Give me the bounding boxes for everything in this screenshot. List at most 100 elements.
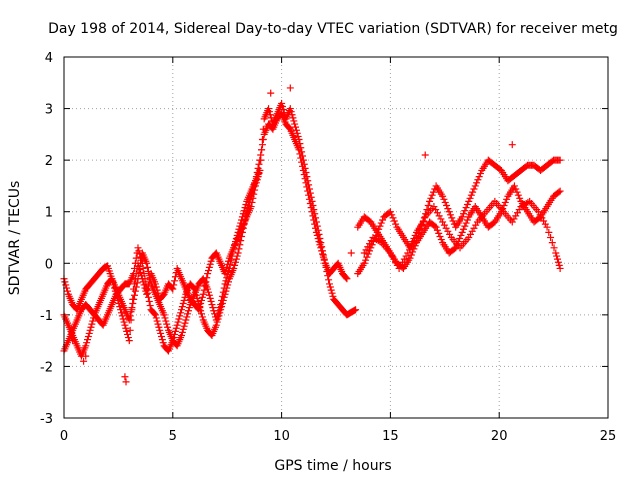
data-point-trace-c — [83, 339, 91, 347]
data-point-trace-a — [327, 286, 335, 294]
data-point-trace-b — [158, 336, 166, 344]
data-point-trace-e — [556, 187, 564, 195]
x-tick-label: 10 — [273, 429, 290, 444]
data-point-trace-c — [229, 248, 237, 256]
data-point-trace-c — [240, 207, 248, 215]
data-point-trace-b — [151, 310, 159, 318]
data-point-trace-d — [427, 194, 435, 202]
data-point-trace-b — [237, 237, 245, 245]
data-point-trace-f — [419, 217, 427, 225]
data-point-trace-a — [292, 126, 300, 134]
data-point-trace-b — [308, 208, 316, 216]
data-point-trace-d — [473, 179, 481, 187]
data-point-trace-b — [319, 250, 327, 258]
data-point-trace-a — [205, 263, 213, 271]
data-point-trace-d — [458, 213, 466, 221]
data-point-trace-e — [458, 228, 466, 236]
data-point-trace-b — [240, 220, 248, 228]
data-point-outliers — [82, 352, 90, 360]
data-point-trace-f — [437, 215, 445, 223]
data-point-trace-c — [205, 291, 213, 299]
data-point-trace-c — [179, 325, 187, 333]
y-tick-label: 1 — [45, 206, 53, 221]
data-point-trace-f — [416, 225, 424, 233]
data-point-trace-f — [418, 221, 426, 229]
data-point-trace-d — [426, 197, 434, 205]
data-point-trace-e — [503, 195, 511, 203]
data-point-trace-b — [174, 318, 182, 326]
data-point-trace-a — [290, 117, 298, 125]
data-point-trace-c — [178, 328, 186, 336]
data-point-trace-d — [449, 217, 457, 225]
data-point-trace-a — [266, 111, 274, 119]
data-point-trace-a — [287, 108, 295, 116]
data-point-trace-c — [225, 268, 233, 276]
data-point-trace-c — [89, 317, 97, 325]
data-point-trace-b — [177, 309, 185, 317]
data-point-trace-f — [468, 227, 476, 235]
data-point-trace-c — [125, 316, 133, 324]
data-point-trace-c — [217, 301, 225, 309]
data-point-trace-b — [144, 289, 152, 297]
x-axis-label: GPS time / hours — [274, 458, 391, 474]
data-point-trace-e — [512, 185, 520, 193]
data-point-trace-b — [258, 141, 266, 149]
data-point-trace-b — [304, 187, 312, 195]
data-point-trace-e — [433, 226, 441, 234]
data-point-trace-e — [510, 182, 518, 190]
data-point-trace-b — [231, 261, 239, 269]
data-point-trace-a — [289, 114, 297, 122]
y-tick-label: 4 — [45, 51, 53, 66]
data-point-trace-c — [132, 283, 140, 291]
data-point-trace-a — [204, 267, 212, 275]
data-point-trace-f — [510, 215, 518, 223]
data-point-trace-f — [444, 227, 452, 235]
data-point-trace-c — [224, 271, 232, 279]
data-point-trace-c — [218, 296, 226, 304]
data-point-trace-d — [390, 217, 398, 225]
data-point-trace-c — [216, 304, 224, 312]
data-point-trace-c — [185, 304, 193, 312]
data-point-trace-d — [376, 222, 384, 230]
data-point-trace-c — [223, 274, 231, 282]
x-tick-label: 25 — [600, 429, 617, 444]
data-point-trace-a — [198, 296, 206, 304]
data-point-trace-e — [501, 198, 509, 206]
data-point-trace-f — [556, 264, 564, 272]
data-point-trace-f — [414, 229, 422, 237]
data-point-trace-d — [362, 256, 370, 264]
data-point-trace-b — [157, 329, 165, 337]
data-point-trace-a — [117, 309, 125, 317]
data-point-trace-b — [256, 156, 264, 164]
data-point-trace-b — [310, 216, 318, 224]
data-point-trace-f — [555, 261, 563, 269]
data-point-trace-f — [513, 209, 521, 217]
data-point-trace-c — [183, 313, 191, 321]
data-point-trace-d — [386, 208, 394, 216]
data-point-trace-b — [315, 238, 323, 246]
data-point-trace-a — [326, 283, 334, 291]
data-point-trace-a — [122, 324, 130, 332]
data-point-trace-a — [352, 306, 360, 314]
data-point-trace-c — [226, 260, 234, 268]
data-point-trace-c — [241, 204, 249, 212]
data-point-trace-b — [175, 315, 183, 323]
data-point-trace-c — [131, 291, 139, 299]
data-point-trace-e — [462, 219, 470, 227]
data-point-trace-d — [470, 185, 478, 193]
data-point-trace-f — [554, 258, 562, 266]
data-point-trace-a — [204, 270, 212, 278]
data-point-trace-e — [436, 232, 444, 240]
data-point-trace-c — [215, 307, 223, 315]
data-point-trace-a — [279, 106, 287, 114]
data-point-trace-c — [213, 313, 221, 321]
data-point-trace-d — [443, 202, 451, 210]
data-point-trace-c — [239, 210, 247, 218]
data-point-trace-c — [130, 295, 138, 303]
data-point-trace-c — [84, 336, 92, 344]
data-point-trace-e — [431, 222, 439, 230]
data-point-trace-d — [475, 173, 483, 181]
data-point-trace-b — [297, 154, 305, 162]
data-point-trace-a — [329, 292, 337, 300]
